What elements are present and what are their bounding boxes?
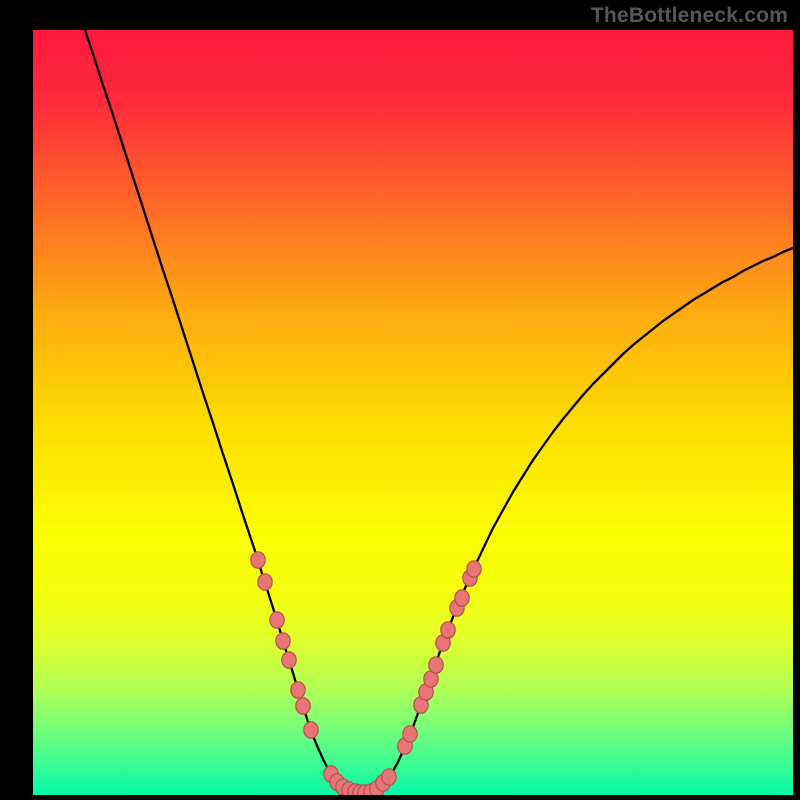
curve-marker	[270, 612, 284, 628]
curve-marker	[304, 722, 318, 738]
curve-marker	[382, 769, 396, 785]
chart-frame: TheBottleneck.com	[0, 0, 800, 800]
curve-marker	[291, 682, 305, 698]
plot-area	[33, 30, 793, 795]
curve-marker	[403, 726, 417, 742]
curve-markers	[251, 552, 481, 795]
curve-marker	[441, 622, 455, 638]
curve-marker	[282, 652, 296, 668]
curve-marker	[429, 657, 443, 673]
curve-marker	[258, 574, 272, 590]
curve-marker	[251, 552, 265, 568]
curve-marker	[276, 633, 290, 649]
curve-marker	[455, 590, 469, 606]
curve-marker	[467, 561, 481, 577]
bottleneck-curve	[85, 30, 793, 793]
curve-layer	[33, 30, 793, 795]
curve-marker	[296, 698, 310, 714]
watermark-text: TheBottleneck.com	[591, 4, 788, 28]
